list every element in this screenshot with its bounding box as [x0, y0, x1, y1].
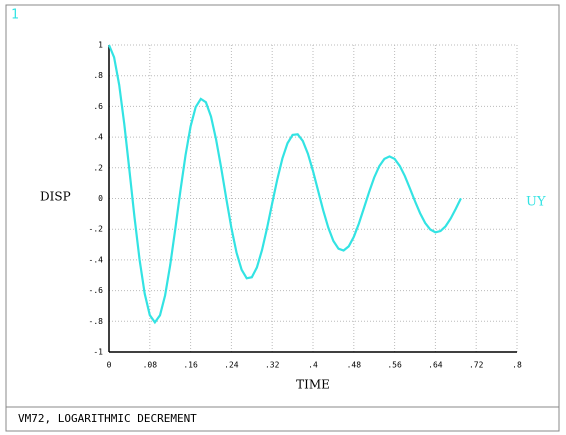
- x-tick-label: .24: [224, 361, 239, 370]
- y-tick-label: -.4: [89, 255, 104, 264]
- window-number: 1: [11, 8, 19, 23]
- y-tick-label: -.6: [89, 286, 104, 295]
- y-tick-label: .8: [93, 71, 103, 80]
- data-line: [107, 44, 462, 325]
- y-tick-label: 0: [98, 194, 103, 203]
- graph-frame: [5, 4, 560, 408]
- x-tick-label: .4: [308, 361, 318, 370]
- x-tick-label: .8: [512, 361, 522, 370]
- title-frame: [5, 406, 560, 432]
- x-tick-label: .32: [265, 361, 280, 370]
- y-tick-label: -.8: [89, 317, 104, 326]
- x-tick-label: .64: [428, 361, 443, 370]
- legend-label: UY: [526, 195, 546, 210]
- chart-title: VM72, LOGARITHMIC DECREMENT: [18, 412, 197, 425]
- y-tick-label: -.2: [89, 225, 104, 234]
- x-axis-label: TIME: [296, 378, 330, 392]
- y-axis-label: DISP: [40, 190, 71, 204]
- x-tick-label: .72: [469, 361, 484, 370]
- x-tick-label: .48: [347, 361, 362, 370]
- y-tick-label: .6: [93, 102, 103, 111]
- y-tick-label: .4: [93, 133, 103, 142]
- x-tick-label: .08: [143, 361, 158, 370]
- x-tick-label: .16: [183, 361, 198, 370]
- y-tick-label: .2: [93, 163, 103, 172]
- x-tick-label: .56: [387, 361, 402, 370]
- y-tick-label: 1: [98, 41, 103, 50]
- y-tick-label: -1: [93, 348, 103, 357]
- x-tick-label: 0: [107, 361, 112, 370]
